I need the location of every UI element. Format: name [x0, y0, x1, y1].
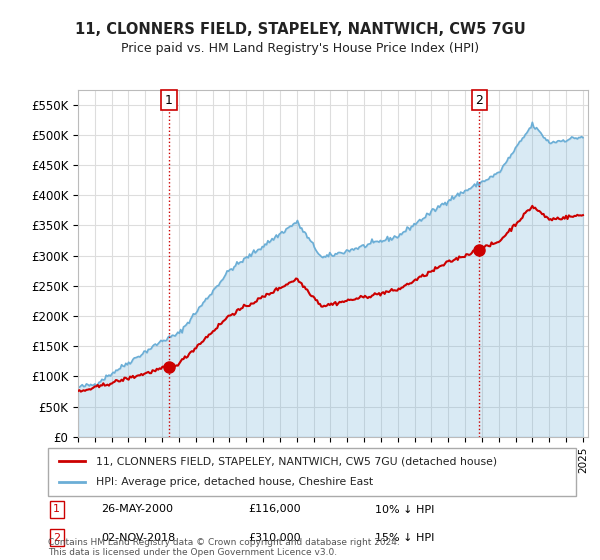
Text: 1: 1 — [165, 94, 173, 106]
Text: 02-NOV-2018: 02-NOV-2018 — [101, 533, 175, 543]
Text: 2: 2 — [475, 94, 483, 106]
Text: 11, CLONNERS FIELD, STAPELEY, NANTWICH, CW5 7GU: 11, CLONNERS FIELD, STAPELEY, NANTWICH, … — [74, 22, 526, 38]
Text: 1: 1 — [53, 505, 60, 515]
Text: £116,000: £116,000 — [248, 505, 301, 515]
Text: HPI: Average price, detached house, Cheshire East: HPI: Average price, detached house, Ches… — [95, 477, 373, 487]
Text: 10% ↓ HPI: 10% ↓ HPI — [376, 505, 435, 515]
Text: 15% ↓ HPI: 15% ↓ HPI — [376, 533, 435, 543]
Text: Price paid vs. HM Land Registry's House Price Index (HPI): Price paid vs. HM Land Registry's House … — [121, 42, 479, 55]
FancyBboxPatch shape — [48, 448, 576, 496]
Text: 11, CLONNERS FIELD, STAPELEY, NANTWICH, CW5 7GU (detached house): 11, CLONNERS FIELD, STAPELEY, NANTWICH, … — [95, 456, 497, 466]
Text: 26-MAY-2000: 26-MAY-2000 — [101, 505, 173, 515]
Text: £310,000: £310,000 — [248, 533, 301, 543]
Text: 2: 2 — [53, 533, 61, 543]
Text: Contains HM Land Registry data © Crown copyright and database right 2024.
This d: Contains HM Land Registry data © Crown c… — [48, 538, 400, 557]
